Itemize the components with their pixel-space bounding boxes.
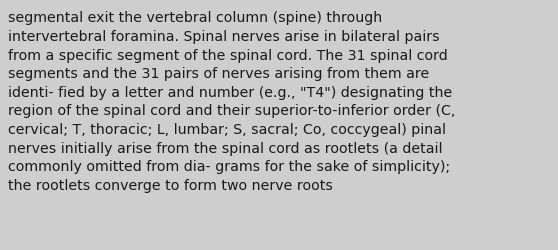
Text: segmental exit the vertebral column (spine) through
intervertebral foramina. Spi: segmental exit the vertebral column (spi… <box>8 11 455 192</box>
